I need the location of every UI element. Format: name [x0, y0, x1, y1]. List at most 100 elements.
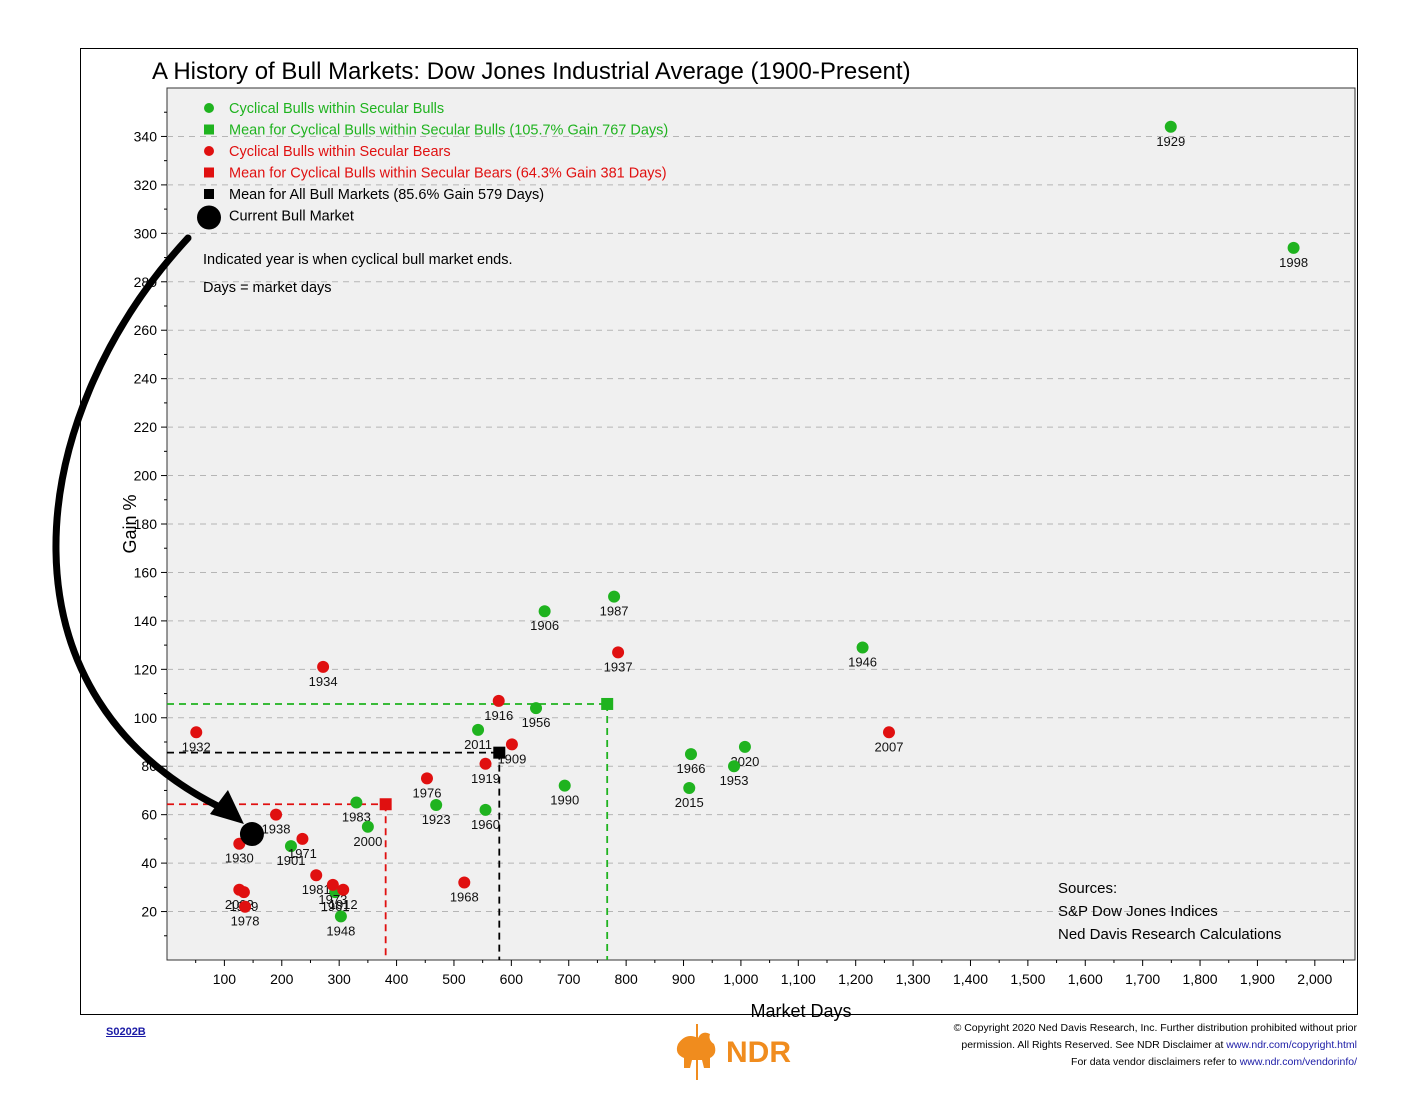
y-axis-label: Gain % [120, 494, 140, 553]
data-point [738, 740, 751, 753]
x-tick-label: 1,200 [838, 971, 873, 987]
y-tick-label: 200 [134, 468, 158, 484]
copyright-line-3: For data vendor disclaimers refer to [1071, 1056, 1240, 1068]
legend-label: Mean for Cyclical Bulls within Secular B… [229, 123, 668, 139]
data-point [530, 702, 543, 715]
x-tick-label: 1,700 [1125, 971, 1160, 987]
legend-label: Mean for Cyclical Bulls within Secular B… [229, 166, 667, 182]
point-label: 1976 [413, 785, 442, 800]
point-label: 1983 [342, 810, 371, 825]
copyright-line-2: permission. All Rights Reserved. See NDR… [961, 1039, 1227, 1051]
logo-text: NDR [726, 1036, 791, 1069]
x-tick-label: 1,100 [781, 971, 816, 987]
legend-label: Cyclical Bulls within Secular Bulls [229, 101, 444, 117]
point-label: 1912 [329, 897, 358, 912]
point-label: 1946 [848, 655, 877, 670]
legend-marker [204, 189, 214, 199]
y-tick-label: 100 [134, 710, 158, 726]
data-point [505, 738, 518, 751]
y-tick-label: 160 [134, 564, 158, 580]
point-label: 1987 [600, 604, 629, 619]
data-point [1164, 120, 1177, 133]
data-point [361, 820, 374, 833]
source-line: Ned Davis Research Calculations [1058, 926, 1281, 943]
point-label: 1932 [182, 739, 211, 754]
x-tick-label: 1,800 [1183, 971, 1218, 987]
mean-marker [379, 798, 392, 811]
y-tick-label: 220 [134, 419, 158, 435]
legend-marker [204, 167, 214, 178]
point-label: 1968 [450, 889, 479, 904]
x-tick-label: 1,300 [896, 971, 931, 987]
point-label: 1961 [321, 899, 350, 914]
vendor-info-link[interactable]: www.ndr.com/vendorinfo/ [1239, 1056, 1357, 1068]
source-line: S&P Dow Jones Indices [1058, 903, 1218, 920]
point-label: 1934 [309, 674, 338, 689]
chart-note: Indicated year is when cyclical bull mar… [203, 252, 512, 268]
data-point [420, 772, 433, 785]
x-tick-label: 900 [672, 971, 696, 987]
data-point [430, 798, 443, 811]
annotation-arrow [52, 234, 234, 816]
x-axis-label: Market Days [750, 1001, 851, 1021]
x-tick-label: 500 [442, 971, 466, 987]
mean-marker [601, 697, 614, 710]
y-tick-label: 40 [141, 855, 157, 871]
copyright-link[interactable]: www.ndr.com/copyright.html [1226, 1039, 1357, 1051]
series-group: 1929199819871906194619562011202019661953… [277, 120, 1308, 938]
copyright-line-1: © Copyright 2020 Ned Davis Research, Inc… [953, 1022, 1357, 1034]
point-label: 1956 [522, 715, 551, 730]
point-label: 1966 [677, 761, 706, 776]
x-tick-label: 700 [557, 971, 581, 987]
x-tick-label: 800 [614, 971, 638, 987]
y-tick-label: 260 [134, 322, 158, 338]
point-label: 1973 [318, 892, 347, 907]
point-label: 2011 [464, 737, 492, 752]
data-point [310, 869, 323, 882]
data-point [296, 832, 309, 845]
data-point [270, 808, 283, 821]
data-point [1287, 241, 1300, 254]
data-point [856, 641, 869, 654]
bull-bear-icon [676, 1024, 716, 1080]
annotation-arrowhead [209, 790, 244, 825]
data-point [239, 900, 252, 913]
data-point [334, 910, 347, 923]
y-tick-label: 20 [141, 904, 157, 920]
point-label: 1919 [471, 771, 500, 786]
x-tick-label: 100 [213, 971, 237, 987]
data-point [284, 840, 297, 853]
ndr-logo: NDR [668, 1024, 830, 1080]
point-label: 1937 [604, 659, 633, 674]
point-label: 1990 [550, 793, 579, 808]
data-point [458, 876, 471, 889]
data-point [190, 726, 203, 739]
chart-note: Days = market days [203, 280, 332, 296]
data-point [492, 694, 505, 707]
y-tick-label: 340 [134, 128, 158, 144]
x-tick-label: 1,000 [723, 971, 758, 987]
y-tick-label: 120 [134, 661, 158, 677]
chart-code-link[interactable]: S0202B [106, 1026, 146, 1038]
x-tick-label: 300 [327, 971, 351, 987]
legend-marker [204, 103, 214, 113]
x-tick-label: 400 [385, 971, 409, 987]
point-label: 1930 [225, 851, 254, 866]
point-label: 1998 [1279, 255, 1308, 270]
chart-title: A History of Bull Markets: Dow Jones Ind… [152, 58, 911, 85]
point-label: 2015 [675, 795, 704, 810]
copyright-notice: © Copyright 2020 Ned Davis Research, Inc… [827, 1020, 1357, 1071]
source-line: Sources: [1058, 880, 1117, 897]
data-point [326, 878, 339, 891]
legend-label: Cyclical Bulls within Secular Bears [229, 144, 451, 160]
point-label: 1978 [231, 914, 260, 929]
legend-label: Mean for All Bull Markets (85.6% Gain 57… [229, 187, 544, 203]
point-label: 2007 [875, 739, 904, 754]
data-point [558, 779, 571, 792]
y-tick-label: 300 [134, 225, 158, 241]
point-label: 1938 [262, 822, 291, 837]
data-point [237, 886, 250, 899]
data-point [472, 723, 485, 736]
point-label: 1953 [720, 773, 749, 788]
x-tick-label: 200 [270, 971, 294, 987]
